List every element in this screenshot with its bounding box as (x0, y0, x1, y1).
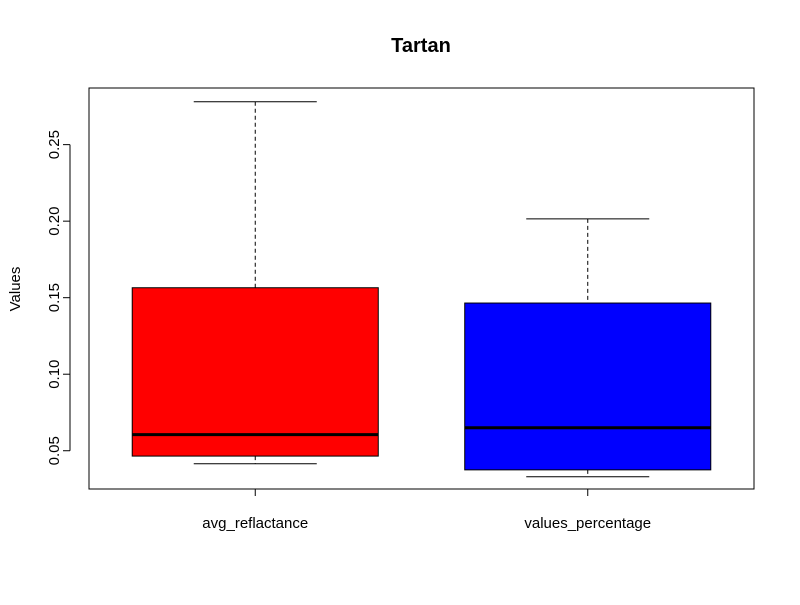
box-values_percentage (464, 218, 712, 478)
y-tick-label: 0.20 (46, 207, 63, 236)
x-tick-label: avg_reflactance (202, 515, 308, 532)
box-body (131, 287, 379, 457)
y-tick-label: 0.15 (46, 283, 63, 312)
y-tick-label: 0.10 (46, 360, 63, 389)
y-axis: 0.05 0.10 0.15 0.20 0.25 (46, 130, 71, 465)
box-avg_reflactance (131, 101, 379, 465)
plot-frame (88, 87, 755, 490)
chart-title: Tartan (391, 35, 451, 57)
boxes (131, 101, 712, 478)
x-tick-label: values_percentage (524, 515, 651, 532)
y-axis-label: Values (7, 267, 24, 312)
y-tick-label: 0.05 (46, 436, 63, 465)
x-axis: avg_reflactance values_percentage (202, 489, 651, 532)
y-tick-label: 0.25 (46, 130, 63, 159)
box-body (464, 302, 712, 471)
